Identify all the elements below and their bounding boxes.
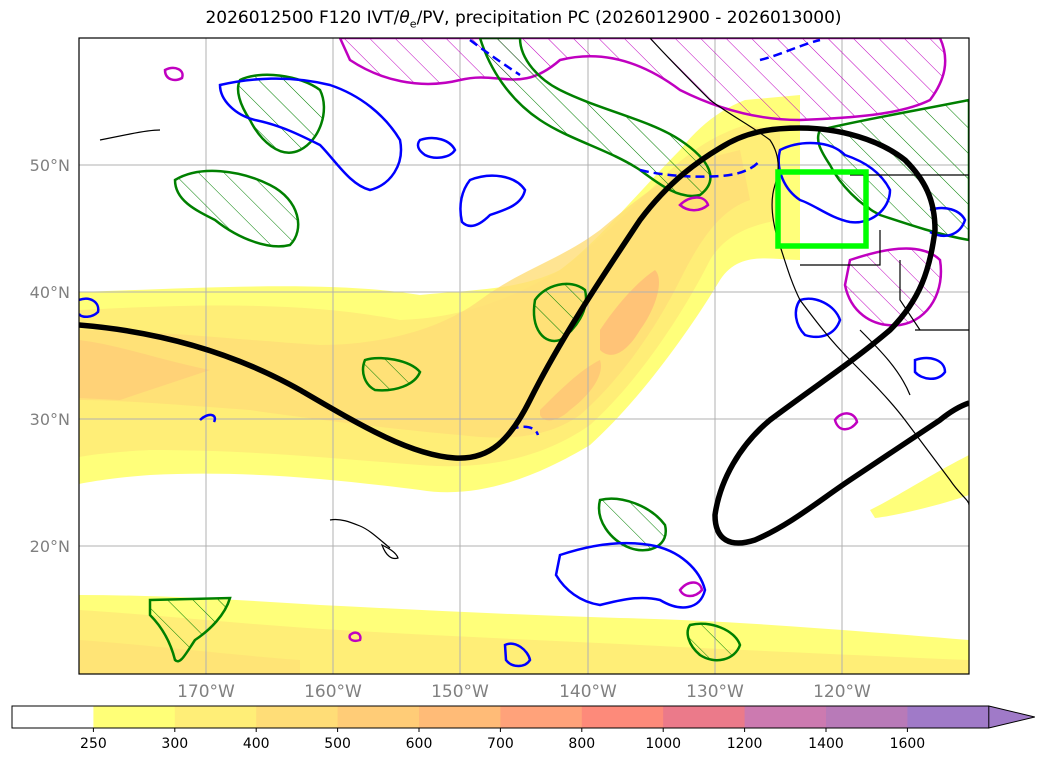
colorbar-tick-label: 1200 bbox=[727, 736, 763, 752]
colorbar-extend-arrow bbox=[988, 705, 1035, 729]
coastlines bbox=[99, 38, 969, 560]
colorbar-swatch bbox=[826, 706, 908, 728]
lat-label: 50°N bbox=[30, 156, 70, 175]
colorbar-tick-label: 250 bbox=[80, 736, 107, 752]
lat-label: 20°N bbox=[30, 537, 70, 556]
colorbar-tick-label: 400 bbox=[243, 736, 270, 752]
colorbar-tick-label: 1400 bbox=[808, 736, 844, 752]
colorbar-swatch bbox=[337, 706, 420, 728]
focus-region-box bbox=[775, 169, 869, 249]
pv-blue-dashed-contours bbox=[469, 38, 821, 436]
map-panel bbox=[79, 38, 969, 674]
colorbar-tick-label: 600 bbox=[406, 736, 433, 752]
theta-e-black-contours bbox=[79, 125, 969, 546]
colorbar-swatch bbox=[907, 706, 990, 728]
colorbar-swatch bbox=[419, 706, 501, 728]
colorbar-tick-label: 1600 bbox=[890, 736, 926, 752]
colorbar: 250 300 400 500 600 700 800 1000 1200 1400 1600 bbox=[11, 705, 1035, 752]
colorbar-swatch bbox=[256, 706, 339, 728]
lon-label: 120°W bbox=[813, 682, 871, 702]
colorbar-swatch bbox=[581, 706, 664, 728]
lon-label: 170°W bbox=[177, 682, 235, 702]
colorbar-tick-label: 1000 bbox=[645, 736, 681, 752]
longitude-labels: 170°W 160°W 150°W 140°W 130°W 120°W bbox=[177, 682, 871, 702]
colorbar-tick-label: 700 bbox=[487, 736, 514, 752]
lat-label: 30°N bbox=[30, 410, 70, 429]
colorbar-swatch bbox=[744, 706, 827, 728]
lon-label: 130°W bbox=[686, 682, 744, 702]
lon-label: 160°W bbox=[304, 682, 362, 702]
pv-blue-contours bbox=[79, 77, 967, 668]
theta-e-magenta-contours bbox=[163, 66, 859, 643]
colorbar-swatch bbox=[12, 706, 94, 728]
colorbar-tick-label: 800 bbox=[568, 736, 595, 752]
lon-label: 140°W bbox=[559, 682, 617, 702]
colorbar-swatch bbox=[500, 706, 583, 728]
lon-label: 150°W bbox=[431, 682, 489, 702]
map-frame bbox=[78, 37, 970, 675]
colorbar-swatch bbox=[663, 706, 746, 728]
colorbar-swatch bbox=[174, 706, 257, 728]
latitude-labels: 50°N 40°N 30°N 20°N bbox=[30, 156, 70, 556]
lat-label: 40°N bbox=[30, 283, 70, 302]
colorbar-swatch bbox=[93, 706, 176, 728]
map-title: 2026012500 F120 IVT/θe/PV, precipitation… bbox=[205, 8, 842, 31]
colorbar-tick-label: 300 bbox=[161, 736, 188, 752]
colorbar-tick-label: 500 bbox=[324, 736, 351, 752]
